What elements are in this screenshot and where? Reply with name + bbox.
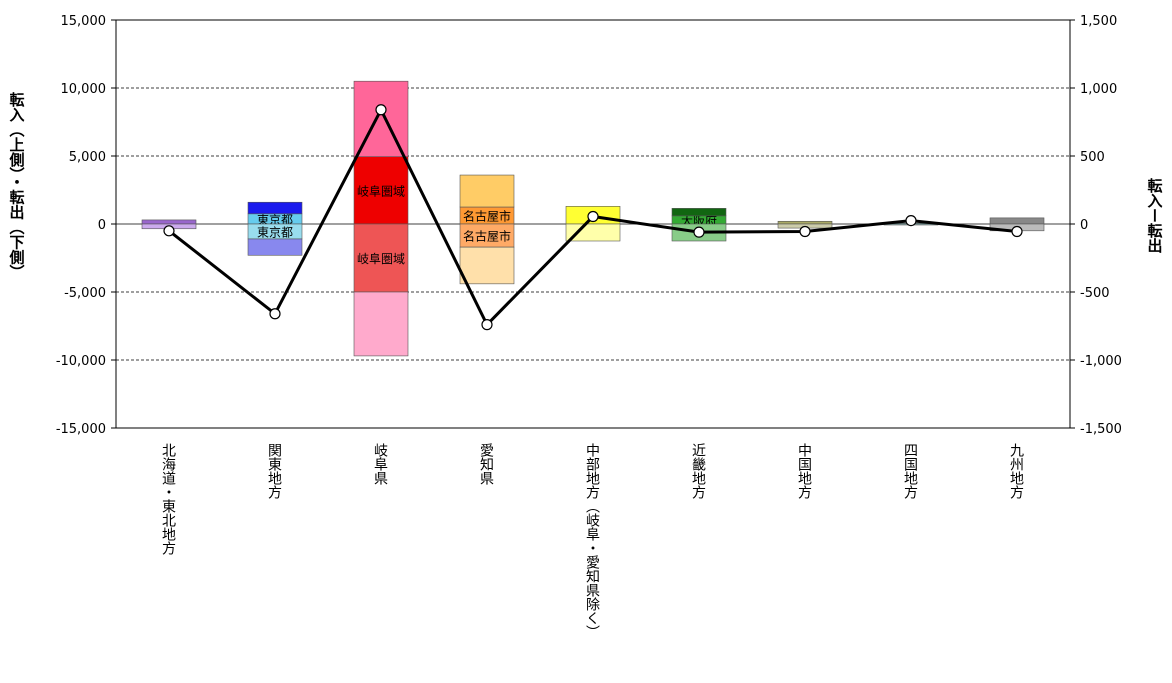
x-category-label: 愛知県: [478, 443, 494, 485]
net-point: [693, 226, 705, 238]
bar-segment-label: 名古屋市: [463, 209, 511, 224]
y-left-tick-label: 10,000: [61, 82, 107, 97]
net-point: [375, 104, 387, 116]
x-category-label: 関東地方: [266, 443, 282, 499]
plot-frame: [115, 19, 1071, 429]
y-axis-right-label: 転入ー転出: [1145, 178, 1164, 253]
x-category-label: 四国地方: [902, 443, 918, 499]
x-category-label: 九州地方: [1008, 443, 1024, 499]
y-right-tick-label: 500: [1080, 150, 1105, 165]
y-right-tick-label: 1,000: [1080, 82, 1117, 97]
x-category-label: 北海道・東北地方: [160, 443, 176, 555]
y-left-tick-label: 0: [98, 218, 106, 233]
y-right-tick-label: -500: [1080, 286, 1110, 301]
net-point: [587, 210, 599, 223]
bar-segment-label: 岐阜圏域: [357, 184, 405, 198]
y-axis-left-label: 転入（上側）・転出（下側）: [7, 92, 26, 280]
y-right-tick-label: -1,000: [1080, 354, 1122, 369]
inflow-bar-segment: [141, 219, 197, 225]
y-left-tick-label: 15,000: [61, 14, 107, 29]
inflow-bar-segment: [247, 201, 303, 215]
inflow-bar-segment: [989, 217, 1045, 225]
y-right-tick-label: -1,500: [1080, 422, 1122, 437]
x-category-label: 中国地方: [796, 443, 812, 499]
y-left-tick-label: -10,000: [56, 354, 106, 369]
bar-segment-label: 東京都: [257, 213, 293, 227]
inflow-bar-segment: [353, 156, 409, 225]
y-left-tick-label: -15,000: [56, 422, 106, 437]
net-point: [1011, 225, 1023, 238]
net-point: [481, 319, 493, 331]
net-point: [905, 215, 917, 227]
bar-segment-label: 名古屋市: [463, 229, 511, 244]
outflow-bar-segment: [353, 291, 409, 357]
outflow-bar-segment: [353, 223, 409, 293]
net-point: [799, 225, 811, 238]
bar-segment-label: 東京都: [257, 225, 293, 239]
y-left-tick-label: 5,000: [69, 150, 106, 165]
y-left-tick-label: -5,000: [64, 286, 106, 301]
outflow-bar-segment: [565, 223, 621, 242]
outflow-bar-segment: [247, 238, 303, 256]
y-right-tick-label: 0: [1080, 218, 1088, 233]
net-point: [269, 308, 281, 320]
inflow-bar-segment: [459, 174, 515, 208]
inflow-bar-segment: [777, 220, 833, 225]
x-category-label: 近畿地方: [690, 443, 706, 499]
x-category-label: 岐阜県: [372, 443, 388, 485]
net-point: [163, 225, 175, 237]
x-category-label: 中部地方（岐阜・愛知県除く）: [584, 443, 600, 639]
inflow-bar-segment: [671, 208, 727, 217]
bar-segment-label: 岐阜圏域: [357, 252, 405, 266]
y-right-tick-label: 1,500: [1080, 14, 1117, 29]
outflow-bar-segment: [459, 246, 515, 285]
